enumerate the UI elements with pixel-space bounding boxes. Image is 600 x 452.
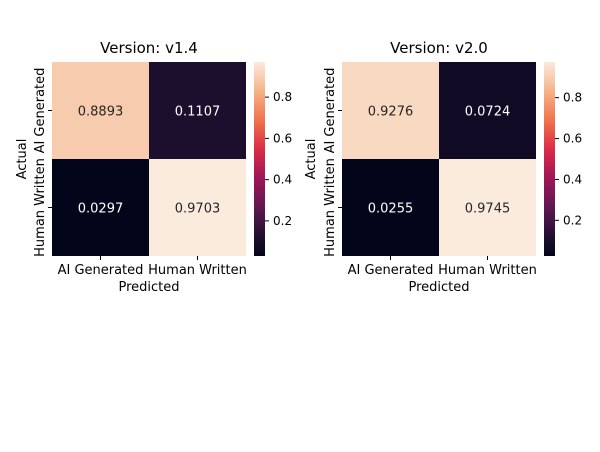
cell-value-label: 0.9745: [465, 202, 511, 217]
heatmap-cell-r0-c0: [52, 62, 149, 159]
cell-value-label: 0.9703: [175, 202, 221, 217]
colorbar-tick-label: 0.2: [563, 213, 582, 227]
heatmap-panel-1: 0.8893 0.1107 0.0297 0.9703 Version: v1.4 AI …: [15, 39, 292, 295]
colorbar: [254, 62, 265, 256]
y-axis-label: Actual: [304, 139, 319, 180]
x-tick-label: Human Written: [438, 263, 537, 278]
colorbar-tick-label: 0.8: [273, 90, 292, 104]
colorbar-tick-label: 0.8: [563, 91, 582, 105]
colorbar-tick-label: 0.2: [273, 214, 292, 228]
x-tick-label: AI Generated: [348, 263, 434, 278]
colorbar-tick-label: 0.6: [273, 131, 292, 145]
x-tick-label: AI Generated: [58, 263, 144, 278]
heatmap-cell-r1-c1: [149, 159, 246, 256]
x-tick-label: Human Written: [148, 263, 247, 278]
cell-value-label: 0.0255: [368, 202, 414, 217]
heatmap-cell-r1-c0: [342, 159, 439, 256]
x-axis-label: Predicted: [408, 280, 469, 295]
heatmap-cell-r1-c1: [439, 159, 536, 256]
cell-value-label: 0.1107: [175, 105, 221, 120]
chart-title: Version: v2.0: [390, 39, 488, 57]
y-tick-label: AI Generated: [33, 68, 48, 154]
heatmap-panel-2: 0.9276 0.0724 0.0255 0.9745 Version: v2.0 AI …: [304, 39, 582, 295]
heatmap-cell-r1-c0: [52, 159, 149, 256]
cell-value-label: 0.0297: [78, 202, 124, 217]
y-axis-label: Actual: [15, 139, 30, 180]
y-tick-label: Human Written: [33, 158, 48, 257]
cell-value-label: 0.8893: [78, 105, 124, 120]
heatmap-cell-r0-c1: [149, 62, 246, 159]
colorbar-tick-label: 0.4: [563, 172, 582, 186]
y-tick-label: AI Generated: [323, 68, 338, 154]
cell-value-label: 0.0724: [465, 105, 511, 120]
x-axis-label: Predicted: [118, 280, 179, 295]
heatmap-cell-r0-c0: [342, 62, 439, 159]
heatmap-cell-r0-c1: [439, 62, 536, 159]
cell-value-label: 0.9276: [368, 105, 414, 120]
chart-title: Version: v1.4: [100, 39, 198, 57]
y-tick-label: Human Written: [323, 158, 338, 257]
colorbar-tick-label: 0.4: [273, 173, 292, 187]
colorbar-tick-label: 0.6: [563, 132, 582, 146]
colorbar: [544, 62, 555, 256]
